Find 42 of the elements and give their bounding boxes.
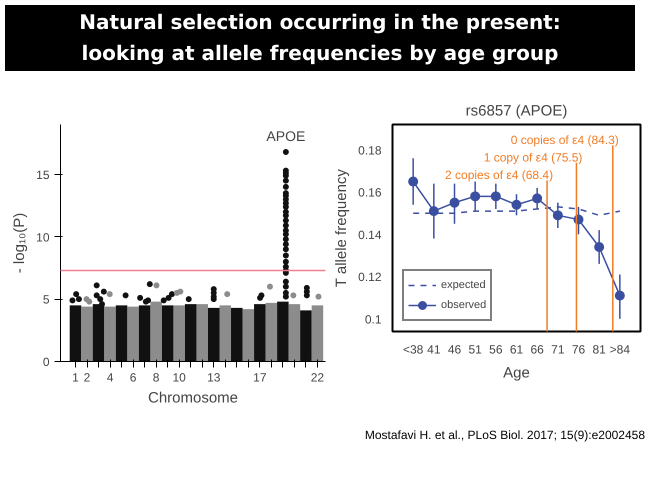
y-axis-title: - log₁₀(P) (11, 212, 28, 274)
ref-line-label: 1 copy of ε4 (75.5) (484, 150, 582, 164)
ref-line-label: 2 copies of ε4 (68.4) (445, 168, 554, 182)
y-tick-label: 0.12 (358, 270, 382, 284)
x-tick-label: 13 (207, 370, 221, 384)
chart-title: rs6857 (APOE) (466, 102, 568, 120)
y-tick-label: 0.14 (358, 228, 382, 242)
x-tick-label: 56 (489, 342, 503, 356)
x-tick-label: 61 (510, 342, 524, 356)
annotation: APOE (266, 128, 306, 144)
x-tick-label: 10 (172, 370, 186, 384)
x-tick-label: 17 (253, 370, 267, 384)
x-tick-label: 1 (72, 370, 80, 384)
x-tick-label: 2 (84, 370, 91, 384)
x-tick-label: >84 (610, 342, 630, 356)
x-tick-label: 8 (152, 370, 160, 384)
y-tick-label: 0.16 (358, 186, 382, 200)
legend-label: expected (441, 279, 486, 291)
x-axis-title: Age (503, 364, 530, 382)
y-tick-label: 10 (36, 230, 50, 244)
x-tick-label: 6 (130, 370, 137, 384)
y-tick-label: 0.18 (358, 143, 382, 158)
x-tick-label: 81 (592, 342, 606, 356)
x-tick-label: 51 (468, 342, 482, 356)
x-tick-label: <38 (402, 342, 424, 356)
x-tick-label: 71 (551, 342, 565, 356)
x-tick-label: 41 (427, 342, 441, 356)
x-tick-label: 66 (530, 342, 544, 356)
text: Mostafavi H. et al., PLoS Biol. 2017; 15(9):e2002458 (364, 427, 645, 444)
y-tick-label: 5 (42, 292, 50, 307)
ref-line-label: 0 copies of ε4 (84.3) (510, 132, 619, 147)
text: Natural selection occurring in the present: looking at allele frequencies by age group (79, 9, 561, 67)
y-tick-label: 0 (42, 355, 50, 369)
y-tick-label: 0.1 (364, 312, 382, 326)
y-tick-label: 15 (36, 168, 50, 182)
y-axis-title: T allele frequency (333, 168, 350, 288)
x-tick-label: 46 (448, 342, 462, 356)
x-tick-label: 4 (106, 370, 114, 384)
x-tick-label: 76 (572, 342, 586, 356)
x-axis-title: Chromosome (148, 390, 238, 406)
legend-label: observed (441, 299, 486, 311)
x-tick-label: 22 (310, 370, 324, 384)
